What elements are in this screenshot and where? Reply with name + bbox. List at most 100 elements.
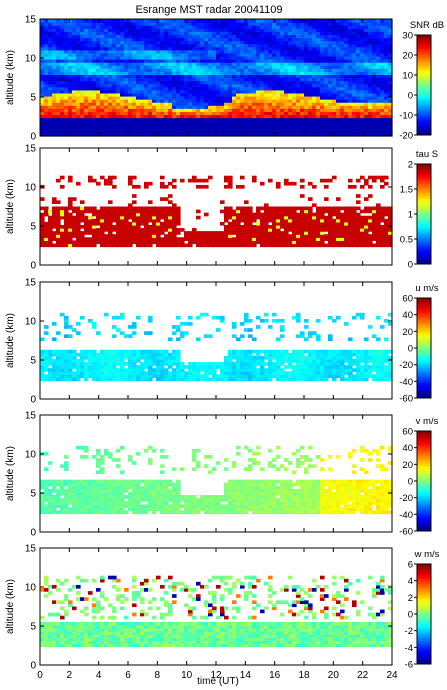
u-cell	[60, 368, 65, 372]
snr-cell	[228, 49, 233, 54]
tau-cell	[156, 206, 161, 211]
snr-cell	[180, 92, 185, 97]
tau-cell	[280, 221, 285, 226]
snr-cell	[160, 95, 165, 100]
snr-cell	[84, 52, 89, 57]
snr-cell	[336, 31, 341, 35]
snr-cell	[340, 43, 345, 48]
tau-cell	[264, 240, 269, 245]
tau-cell	[60, 243, 65, 248]
snr-cell	[376, 114, 381, 119]
tau-cell	[380, 209, 385, 214]
tau-cell	[164, 243, 169, 248]
tau-cell	[80, 212, 85, 217]
snr-cell	[252, 80, 257, 85]
snr-cell	[328, 46, 333, 51]
u-cell	[64, 349, 69, 354]
tau-cell	[64, 206, 69, 211]
tau-cell	[148, 240, 153, 245]
snr-cell	[388, 31, 393, 35]
tau-cell	[52, 200, 57, 205]
snr-cell	[336, 126, 341, 131]
snr-cell	[248, 123, 253, 128]
snr-cell	[88, 83, 93, 88]
colorbar-swatch	[417, 254, 431, 257]
snr-cell	[168, 129, 173, 134]
snr-cell	[156, 59, 161, 63]
tau-cell	[272, 212, 277, 217]
u-cell	[40, 352, 45, 357]
snr-cell	[288, 28, 293, 32]
snr-cell	[316, 126, 321, 131]
snr-cell	[52, 28, 57, 32]
snr-cell	[196, 22, 201, 26]
snr-cell	[260, 59, 265, 63]
snr-cell	[72, 19, 77, 23]
tau-cell	[228, 212, 233, 217]
snr-cell	[356, 22, 361, 26]
snr-cell	[60, 40, 65, 45]
snr-cell	[104, 89, 109, 94]
snr-cell	[124, 31, 129, 35]
snr-cell	[156, 120, 161, 125]
snr-cell	[100, 95, 105, 100]
snr-cell	[80, 105, 85, 109]
snr-cell	[44, 22, 49, 26]
snr-cell	[116, 123, 121, 128]
tau-cell	[244, 228, 249, 232]
snr-cell	[120, 37, 125, 42]
tau-cell	[232, 218, 237, 223]
snr-cell	[72, 77, 77, 82]
snr-cell	[300, 99, 305, 103]
snr-cell	[368, 46, 373, 51]
snr-cell	[296, 55, 301, 60]
snr-cell	[48, 74, 53, 79]
snr-cell	[300, 65, 305, 69]
tau-cell	[92, 231, 97, 235]
u-cell	[80, 358, 85, 363]
tau-cell	[164, 212, 169, 217]
tau-cell	[296, 224, 301, 229]
snr-cell	[172, 37, 177, 42]
tau-cell	[148, 228, 153, 232]
tau-cell	[48, 209, 53, 214]
tau-cell	[264, 221, 269, 226]
snr-cell	[72, 28, 77, 32]
snr-cell	[308, 25, 313, 29]
snr-cell	[304, 99, 309, 103]
snr-cell	[176, 89, 181, 94]
snr-cell	[284, 43, 289, 48]
snr-cell	[312, 77, 317, 82]
snr-cell	[56, 62, 61, 66]
tau-cell	[224, 178, 229, 183]
snr-cell	[176, 62, 181, 66]
snr-cell	[60, 102, 65, 106]
tau-cell	[264, 215, 269, 220]
snr-cell	[204, 92, 209, 97]
snr-cell	[328, 59, 333, 63]
snr-cell	[300, 108, 305, 112]
snr-cell	[360, 55, 365, 60]
colorbar-tick-label: -10	[399, 111, 413, 122]
snr-cell	[236, 19, 241, 23]
snr-cell	[76, 120, 81, 125]
snr-cell	[356, 34, 361, 39]
tau-cell	[372, 206, 377, 211]
snr-cell	[268, 31, 273, 35]
snr-cell	[124, 65, 129, 69]
snr-cell	[116, 105, 121, 109]
tau-cell	[84, 218, 89, 223]
snr-cell	[152, 46, 157, 51]
u-cell	[144, 365, 149, 369]
snr-cell	[148, 129, 153, 134]
snr-cell	[96, 99, 101, 103]
snr-cell	[192, 99, 197, 103]
snr-cell	[144, 31, 149, 35]
snr-cell	[360, 117, 365, 122]
snr-cell	[368, 95, 373, 100]
tau-cell	[324, 221, 329, 226]
tau-cell	[236, 234, 241, 238]
u-cell	[88, 371, 93, 375]
tau-cell	[112, 224, 117, 229]
snr-cell	[204, 31, 209, 35]
